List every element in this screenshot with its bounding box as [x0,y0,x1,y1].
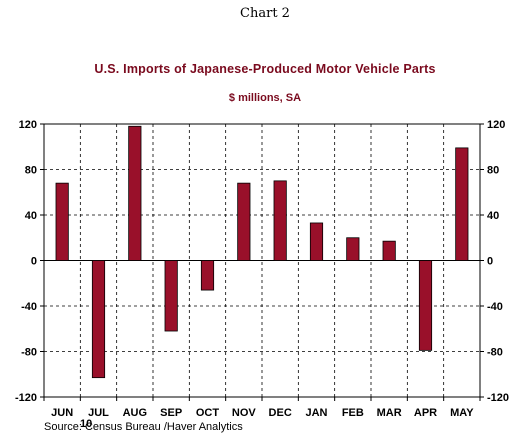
bar-jan [309,222,324,261]
bar-dec [273,180,287,261]
x-tick-label-feb: FEB [342,407,364,419]
y-tick-label-left: -40 [21,301,37,313]
y-tick-label-right: 0 [487,256,493,268]
bar-apr [418,260,433,351]
y-tick-label-right: -80 [487,347,503,359]
x-tick-label-nov: NOV [232,407,257,419]
bar-sep [164,260,178,332]
y-tick-label-left: 80 [25,165,37,177]
x-tick-label-may: MAY [450,407,474,419]
bar-jul [91,260,106,379]
y-tick-label-right: -40 [487,301,503,313]
bar-oct [200,260,215,291]
chart-number-label: Chart 2 [240,6,290,21]
y-tick-label-left: 40 [25,210,37,222]
year-label: 10 [80,418,92,430]
chart-subtitle: $ millions, SA [228,92,302,104]
x-tick-label-sep: SEP [160,407,182,419]
y-tick-label-left: 120 [19,119,37,131]
x-tick-label-jun: JUN [51,407,73,419]
bar-mar [382,240,396,261]
x-tick-label-jan: JAN [305,407,327,419]
x-tick-label-jul: JUL [88,407,109,419]
y-tick-label-left: -80 [21,347,37,359]
bar-nov [237,182,251,261]
bar-may [455,147,469,261]
y-tick-label-right: 40 [487,210,499,222]
y-tick-label-left: 0 [31,256,37,268]
y-tick-label-right: 120 [487,119,505,131]
chart-title: U.S. Imports of Japanese-Produced Motor … [94,62,436,76]
x-tick-label-mar: MAR [377,407,402,419]
x-tick-label-apr: APR [414,407,437,419]
x-tick-label-oct: OCT [196,407,220,419]
y-tick-label-right: -120 [487,392,509,404]
y-tick-label-right: 80 [487,165,499,177]
x-tick-label-aug: AUG [123,407,147,419]
bar-jun [55,182,69,261]
bar-feb [346,237,360,261]
x-tick-label-dec: DEC [269,407,292,419]
source-note: Source: Census Bureau /Haver Analytics [44,421,243,433]
y-tick-label-left: -120 [15,392,37,404]
bar-aug [128,125,142,261]
